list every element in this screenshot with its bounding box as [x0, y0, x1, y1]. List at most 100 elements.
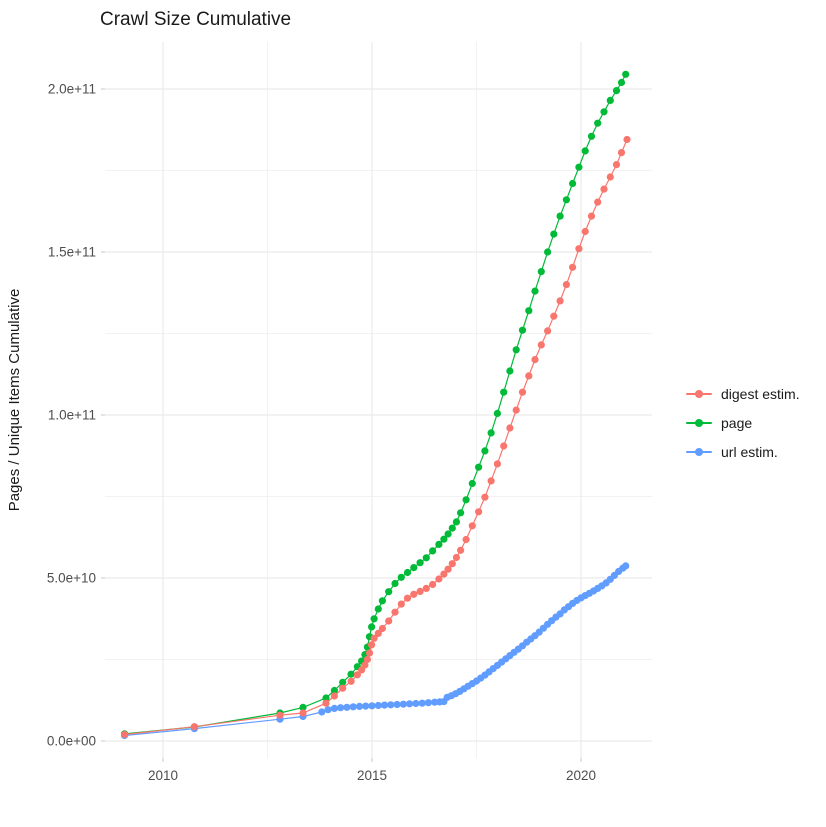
data-point [617, 78, 626, 87]
data-point [606, 96, 614, 104]
data-point [575, 163, 583, 171]
data-point [403, 594, 412, 602]
data-point [518, 326, 527, 334]
data-point [378, 597, 386, 605]
data-point [487, 477, 495, 485]
data-point [324, 706, 332, 714]
data-point [493, 460, 501, 468]
data-point [622, 70, 630, 78]
data-point [537, 341, 545, 349]
data-point [368, 623, 376, 631]
data-point [544, 248, 552, 256]
legend: digest estim. page url estim. [686, 379, 800, 466]
legend-label-digest-estim: digest estim. [721, 385, 800, 402]
data-point [368, 641, 376, 649]
data-point [606, 173, 614, 181]
data-point [481, 493, 489, 501]
data-point [581, 227, 589, 236]
data-point [339, 684, 347, 692]
data-point [569, 263, 577, 271]
series-line-0 [124, 139, 628, 736]
data-point [190, 723, 198, 731]
y-tick-label: 2.0e+11 [48, 82, 96, 97]
data-point [512, 406, 520, 414]
y-tick-label: 1.0e+11 [48, 408, 96, 423]
data-point [362, 702, 370, 710]
data-point [385, 617, 393, 625]
data-point [318, 708, 326, 716]
series-line-2 [124, 565, 627, 737]
data-point [416, 587, 424, 596]
data-point [435, 575, 443, 583]
series-line-1 [124, 74, 627, 735]
data-point [587, 132, 596, 140]
data-point [410, 564, 418, 572]
data-point [385, 588, 393, 596]
data-point [374, 629, 382, 638]
data-point [550, 312, 558, 320]
data-point [594, 198, 602, 206]
data-point [429, 580, 437, 589]
data-point [399, 700, 407, 708]
data-point [343, 703, 351, 711]
data-point [349, 703, 357, 711]
data-point [397, 573, 405, 581]
data-point [339, 678, 347, 686]
data-point [500, 442, 508, 450]
data-point [537, 268, 545, 276]
digest-estim-marker-icon [686, 388, 712, 400]
data-point [387, 701, 395, 709]
data-point [594, 119, 602, 127]
data-point [550, 230, 558, 238]
data-point [330, 704, 338, 713]
data-point [429, 547, 437, 555]
x-tick-label: 2015 [357, 768, 387, 783]
x-tick-label: 2020 [566, 768, 596, 783]
y-tick-label: 1.5e+11 [48, 245, 96, 260]
data-point [612, 87, 621, 95]
data-point [330, 692, 338, 700]
y-tick-label: 0.0e+00 [47, 734, 96, 749]
data-point [562, 196, 571, 204]
x-tick-label: 2010 [148, 768, 178, 783]
legend-item-url-estim: url estim. [686, 437, 800, 466]
data-point [440, 570, 448, 578]
data-point [623, 135, 631, 144]
data-point [562, 281, 571, 289]
data-point [322, 699, 330, 707]
data-point [374, 701, 382, 710]
data-point [370, 634, 378, 642]
data-point [468, 479, 476, 488]
data-point [363, 655, 371, 664]
data-point [368, 702, 376, 710]
data-point [440, 535, 448, 543]
data-point [525, 372, 533, 380]
page-marker-icon [686, 417, 712, 429]
legend-label-url-estim: url estim. [721, 443, 778, 460]
data-point [322, 694, 330, 702]
data-point [575, 245, 583, 253]
y-tick-label: 5.0e+10 [47, 571, 96, 586]
data-point [444, 530, 452, 538]
data-point [600, 185, 608, 193]
data-point [462, 535, 470, 544]
data-point [518, 388, 527, 396]
data-point [435, 540, 443, 549]
data-point [448, 560, 456, 568]
data-point [556, 212, 564, 220]
y-axis-title: Pages / Unique Items Cumulative [6, 289, 23, 512]
data-point [365, 649, 374, 657]
data-point [299, 709, 307, 717]
data-point [347, 677, 355, 685]
data-point [393, 700, 401, 709]
data-point [531, 356, 539, 364]
legend-item-digest-estim: digest estim. [686, 379, 800, 408]
data-point [462, 496, 470, 504]
data-point [587, 212, 596, 220]
data-point [506, 367, 514, 375]
data-point [378, 624, 386, 633]
data-point [380, 701, 389, 709]
data-point [452, 553, 460, 562]
